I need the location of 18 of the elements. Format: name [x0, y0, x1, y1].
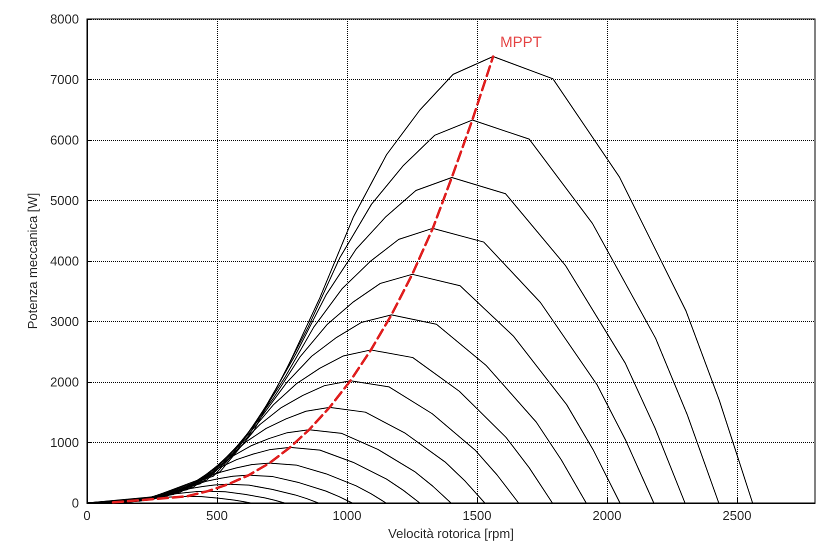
x-axis-title: Velocità rotorica [rpm]	[388, 526, 514, 541]
y-tick-label: 7000	[50, 72, 79, 87]
y-tick-label: 3000	[50, 314, 79, 329]
x-tick-label: 0	[83, 508, 91, 523]
y-tick-label: 5000	[50, 193, 79, 208]
x-tick-label: 500	[206, 508, 228, 523]
y-tick-label: 0	[72, 496, 79, 510]
y-tick-label: 2000	[50, 374, 79, 390]
x-tick-label: 1500	[462, 508, 492, 523]
y-tick-label: 6000	[50, 132, 79, 148]
y-axis-title: Potenza meccanica [W]	[25, 192, 40, 330]
x-tick-label: 2500	[722, 508, 752, 523]
y-tick-label: 8000	[50, 12, 79, 26]
x-tick-label: 1000	[332, 508, 362, 523]
y-tick-label: 4000	[50, 254, 79, 268]
annotation: MPPT	[500, 34, 542, 52]
y-tick-label: 1000	[50, 435, 79, 450]
x-tick-label: 2000	[592, 508, 622, 523]
